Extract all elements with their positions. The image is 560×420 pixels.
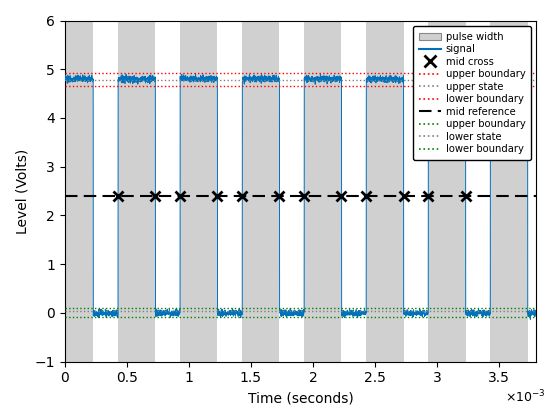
Bar xyxy=(242,21,279,362)
Bar xyxy=(118,21,155,362)
Legend: pulse width, signal, mid cross, upper boundary, upper state, lower boundary, mid: pulse width, signal, mid cross, upper bo… xyxy=(413,26,531,160)
X-axis label: Time (seconds): Time (seconds) xyxy=(248,391,353,405)
Bar xyxy=(428,21,465,362)
Y-axis label: Level (Volts): Level (Volts) xyxy=(15,149,29,234)
Bar xyxy=(65,21,93,362)
Text: $\times10^{-3}$: $\times10^{-3}$ xyxy=(505,389,546,406)
Bar xyxy=(366,21,404,362)
Bar xyxy=(180,21,217,362)
Bar xyxy=(304,21,342,362)
Bar xyxy=(491,21,528,362)
